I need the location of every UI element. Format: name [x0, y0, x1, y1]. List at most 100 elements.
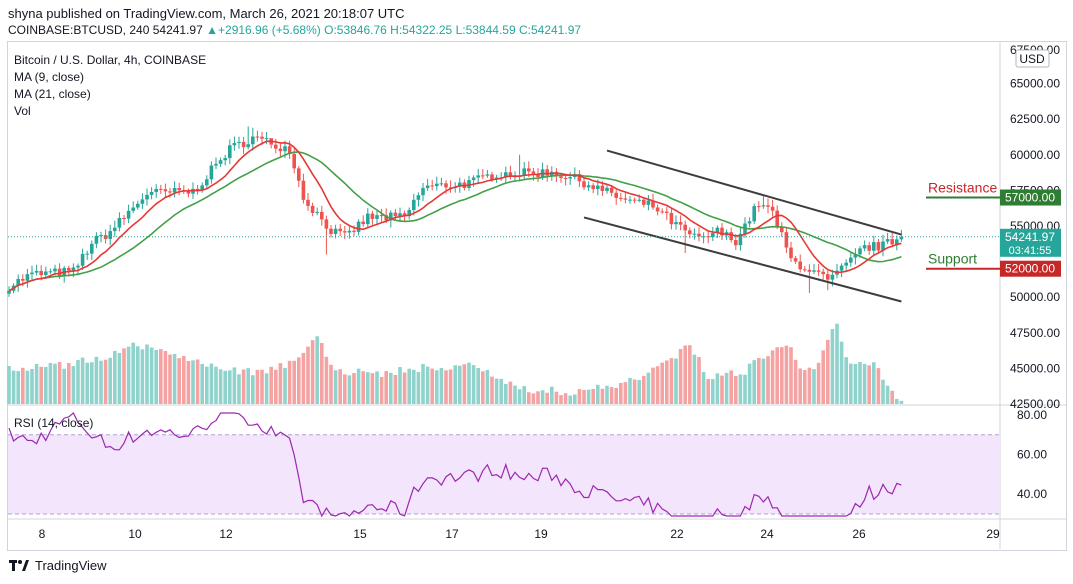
volume-bar: [140, 349, 145, 404]
candle-body: [90, 243, 94, 254]
tradingview-logo-icon: [9, 560, 29, 571]
legend-title: Bitcoin / U.S. Dollar, 4h, COINBASE: [14, 53, 207, 67]
candle-body: [320, 211, 324, 220]
volume-bar: [435, 370, 439, 404]
volume-bar: [646, 372, 651, 404]
candle: [835, 264, 839, 279]
candle: [701, 232, 706, 244]
candle: [522, 162, 526, 181]
volume-bar: [246, 368, 250, 404]
volume-bar: [126, 346, 131, 404]
candle: [338, 224, 342, 237]
candle-body: [600, 185, 605, 192]
candle-body: [108, 231, 112, 239]
candle-body: [844, 262, 848, 266]
candle-body: [163, 189, 168, 192]
currency-badge[interactable]: [1015, 49, 1050, 68]
volume-bar: [614, 387, 618, 404]
candle-body: [895, 239, 899, 245]
candle: [301, 173, 306, 204]
volume-bar: [85, 362, 89, 404]
candle-body: [260, 136, 264, 139]
candle-body: [370, 213, 375, 219]
chart-frame[interactable]: [7, 41, 1067, 551]
candle-body: [821, 271, 825, 275]
candle-body: [563, 178, 568, 180]
legend-ma9[interactable]: MA (9, close): [14, 70, 85, 84]
candle-body: [379, 215, 384, 217]
candle-body: [140, 199, 145, 204]
volume-bar: [669, 358, 674, 404]
candle-body: [435, 183, 439, 187]
rsi-tick-label: 80.00: [1017, 408, 1047, 422]
candle: [508, 165, 513, 180]
candle: [269, 138, 273, 149]
y-tick-label: 50000.00: [1010, 290, 1060, 304]
volume-bar: [665, 360, 669, 404]
candle-body: [375, 215, 379, 219]
candle-body: [30, 272, 34, 275]
candle: [379, 208, 384, 222]
candle: [48, 268, 53, 274]
candle: [182, 185, 186, 195]
volume-bar: [637, 379, 641, 404]
volume-bar: [789, 347, 793, 404]
candle: [780, 222, 784, 237]
candle-body: [177, 188, 181, 191]
candle-body: [481, 175, 485, 177]
volume-bar: [94, 356, 99, 404]
volume-bar: [517, 389, 522, 404]
candle-body: [715, 227, 720, 233]
candle-body: [862, 245, 867, 249]
volume-bar: [228, 370, 232, 404]
legend-rsi[interactable]: RSI (14, close): [14, 416, 94, 430]
volume-bar: [315, 336, 319, 404]
candle: [205, 175, 209, 188]
volume-bar: [766, 356, 770, 404]
candle: [517, 154, 522, 182]
candle: [34, 264, 39, 276]
last-price-tag-value: 54241.97: [1005, 230, 1055, 244]
volume-bar: [448, 369, 453, 404]
volume-bar: [743, 374, 747, 404]
candle-body: [356, 221, 361, 232]
candle: [94, 232, 99, 249]
volume-bar: [283, 368, 287, 404]
volume-bar: [425, 366, 430, 404]
candle: [172, 181, 177, 198]
volume-bar: [218, 369, 223, 404]
candle-body: [16, 278, 20, 286]
footer-brand[interactable]: TradingView: [8, 557, 107, 573]
candle: [467, 175, 471, 191]
volume-bar: [467, 362, 471, 404]
candle: [320, 205, 324, 226]
candle-body: [545, 169, 549, 176]
candle: [504, 166, 508, 184]
channel-upper-line[interactable]: [606, 149, 902, 236]
candle-body: [21, 278, 25, 281]
symbol-label: COINBASE:BTCUSD, 240: [8, 23, 150, 37]
candle-body: [531, 171, 536, 174]
volume-bar: [172, 354, 177, 404]
volume-bar: [596, 384, 600, 404]
candle-body: [398, 213, 402, 217]
volume-bar: [200, 363, 204, 404]
legend-ma21[interactable]: MA (21, close): [14, 87, 91, 101]
candle-body: [872, 242, 876, 251]
y-tick-label: 42500.00: [1010, 397, 1060, 411]
candle-body: [131, 207, 135, 211]
legend-volume[interactable]: Vol: [14, 104, 31, 118]
volume-bar: [568, 395, 572, 404]
candle-body: [361, 221, 365, 225]
volume-bar: [260, 369, 264, 404]
volume-bar: [159, 349, 163, 404]
channel-lower-line[interactable]: [583, 216, 902, 303]
candle: [839, 263, 844, 278]
rsi-line: [8, 412, 902, 518]
candle: [366, 208, 370, 228]
candle-body: [770, 206, 775, 211]
candle-body: [665, 211, 669, 213]
candle-body: [149, 191, 154, 195]
volume-bar: [375, 371, 379, 404]
